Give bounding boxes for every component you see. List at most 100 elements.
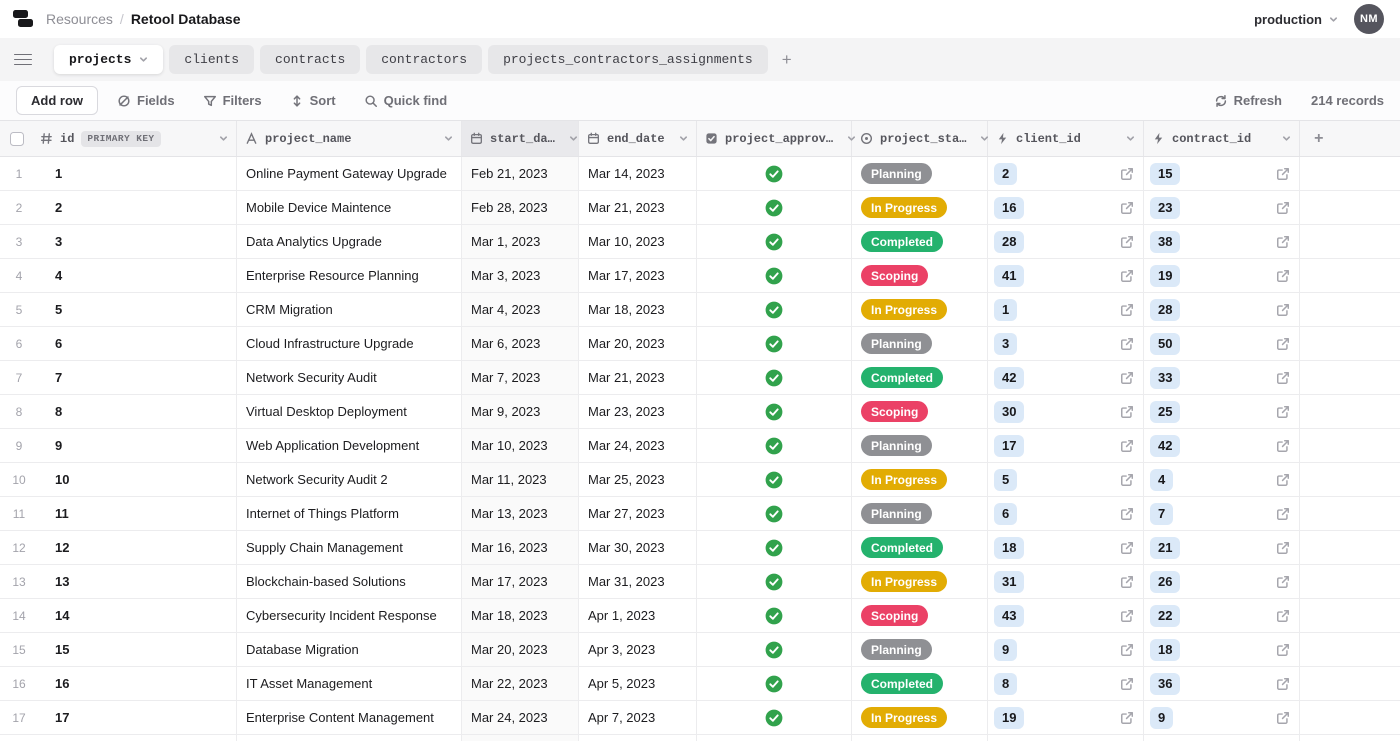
client-id-chip[interactable]: 6 [994,502,1018,525]
cell-project-approval[interactable] [697,531,852,564]
external-link-icon[interactable] [1120,439,1134,453]
cell-project-status[interactable]: In Progress [852,701,988,734]
cell-contract-id[interactable]: 28 [1144,293,1300,326]
cell-start-date[interactable]: Mar 17, 2023 [462,565,579,598]
cell-project-name[interactable]: Blockchain-based Solutions [237,565,462,598]
external-link-icon[interactable] [1276,371,1290,385]
status-badge[interactable]: Scoping [861,401,929,422]
environment-selector[interactable]: production [1239,12,1338,27]
cell-start-date[interactable]: Mar 9, 2023 [462,395,579,428]
cell-project-status[interactable]: In Progress [852,293,988,326]
approved-check-icon[interactable] [765,369,783,387]
table-row[interactable]: 10 10 Network Security Audit 2 Mar 11, 2023… [0,463,1400,497]
approved-check-icon[interactable] [765,335,783,353]
external-link-icon[interactable] [1276,643,1290,657]
chevron-down-icon[interactable] [1126,134,1135,143]
cell-end-date[interactable]: Mar 30, 2023 [579,531,697,564]
cell-client-id[interactable]: 17 [988,429,1144,462]
approved-check-icon[interactable] [765,437,783,455]
cell-project-approval[interactable] [697,157,852,190]
column-header-contract-id[interactable]: contract_id [1144,121,1300,156]
approved-check-icon[interactable] [765,607,783,625]
row-number[interactable]: 12 [12,540,26,555]
external-link-icon[interactable] [1120,541,1134,555]
cell-start-date[interactable]: Mar 11, 2023 [462,463,579,496]
cell-end-date[interactable]: Apr 3, 2023 [579,633,697,666]
column-header-client-id[interactable]: client_id [988,121,1144,156]
contract-id-chip[interactable]: 7 [1150,502,1174,525]
row-number[interactable]: 16 [12,676,26,691]
status-badge[interactable]: In Progress [861,571,948,592]
cell-id[interactable]: 13 13 [0,565,237,598]
chevron-down-icon[interactable] [847,134,856,143]
tab-contractors[interactable]: contractors [366,45,483,74]
row-number[interactable]: 6 [15,336,23,351]
cell-start-date[interactable]: Mar 10, 2023 [462,429,579,462]
row-number[interactable]: 9 [15,438,23,453]
cell-project-name[interactable]: CRM Migration [237,293,462,326]
cell-project-approval[interactable] [697,225,852,258]
approved-check-icon[interactable] [765,675,783,693]
add-row-button[interactable]: Add row [16,86,98,115]
external-link-icon[interactable] [1120,507,1134,521]
cell-end-date[interactable]: Mar 21, 2023 [579,361,697,394]
cell-project-approval[interactable] [697,667,852,700]
row-number[interactable]: 7 [15,370,23,385]
cell-project-approval[interactable] [697,565,852,598]
tab-projects[interactable]: projects [54,45,164,74]
cell-client-id[interactable]: 41 [988,259,1144,292]
row-number[interactable]: 2 [15,200,23,215]
cell-start-date[interactable]: Mar 6, 2023 [462,327,579,360]
add-column-header[interactable]: + [1300,121,1400,156]
cell-id[interactable]: 10 10 [0,463,237,496]
chevron-down-icon[interactable] [444,134,453,143]
cell-project-name[interactable]: Web Application Development [237,429,462,462]
contract-id-chip[interactable]: 36 [1150,672,1181,695]
cell-project-status[interactable]: Planning [852,429,988,462]
cell-id[interactable]: 17 17 [0,701,237,734]
client-id-chip[interactable]: 30 [994,400,1025,423]
cell-id[interactable]: 15 15 [0,633,237,666]
table-row[interactable]: 11 11 Internet of Things Platform Mar 13, 2… [0,497,1400,531]
cell-contract-id[interactable]: 42 [1144,429,1300,462]
cell-client-id[interactable]: 43 [988,599,1144,632]
cell-end-date[interactable]: Mar 14, 2023 [579,157,697,190]
quick-find-button[interactable]: Quick find [355,87,457,114]
cell-project-approval[interactable] [697,429,852,462]
external-link-icon[interactable] [1120,677,1134,691]
client-id-chip[interactable]: 43 [994,604,1025,627]
row-number[interactable]: 5 [15,302,23,317]
contract-id-chip[interactable]: 50 [1150,332,1181,355]
cell-end-date[interactable]: Mar 23, 2023 [579,395,697,428]
status-badge[interactable]: In Progress [861,707,948,728]
cell-start-date[interactable]: Mar 18, 2023 [462,599,579,632]
external-link-icon[interactable] [1120,371,1134,385]
cell-project-name[interactable]: Network Security Audit 2 [237,463,462,496]
external-link-icon[interactable] [1120,609,1134,623]
cell-start-date[interactable]: Mar 20, 2023 [462,633,579,666]
cell-project-name[interactable]: Network Security Audit [237,361,462,394]
cell-project-name[interactable]: Virtual Desktop Deployment [237,395,462,428]
contract-id-chip[interactable]: 9 [1150,706,1174,729]
contract-id-chip[interactable]: 22 [1150,604,1181,627]
cell-start-date[interactable]: Mar 4, 2023 [462,293,579,326]
cell-project-status[interactable]: Completed [852,531,988,564]
cell-end-date[interactable]: Mar 18, 2023 [579,293,697,326]
table-row[interactable]: 16 16 IT Asset Management Mar 22, 2023 Apr 5… [0,667,1400,701]
cell-client-id[interactable]: 6 [988,497,1144,530]
cell-project-name[interactable]: Cybersecurity Incident Response [237,599,462,632]
cell-client-id[interactable]: 9 [988,633,1144,666]
client-id-chip[interactable]: 9 [994,638,1018,661]
table-row[interactable]: 5 5 CRM Migration Mar 4, 2023 Mar 18, 2023 In… [0,293,1400,327]
client-id-chip[interactable]: 8 [994,672,1018,695]
external-link-icon[interactable] [1120,303,1134,317]
cell-project-name[interactable]: Enterprise Resource Planning [237,259,462,292]
table-row[interactable]: 3 3 Data Analytics Upgrade Mar 1, 2023 Mar 1… [0,225,1400,259]
row-number[interactable]: 4 [15,268,23,283]
breadcrumb-resources-link[interactable]: Resources [46,11,113,27]
cell-project-approval[interactable] [697,701,852,734]
cell-end-date[interactable]: Mar 21, 2023 [579,191,697,224]
external-link-icon[interactable] [1276,473,1290,487]
contract-id-chip[interactable]: 33 [1150,366,1181,389]
column-header-end-date[interactable]: end_date [579,121,697,156]
